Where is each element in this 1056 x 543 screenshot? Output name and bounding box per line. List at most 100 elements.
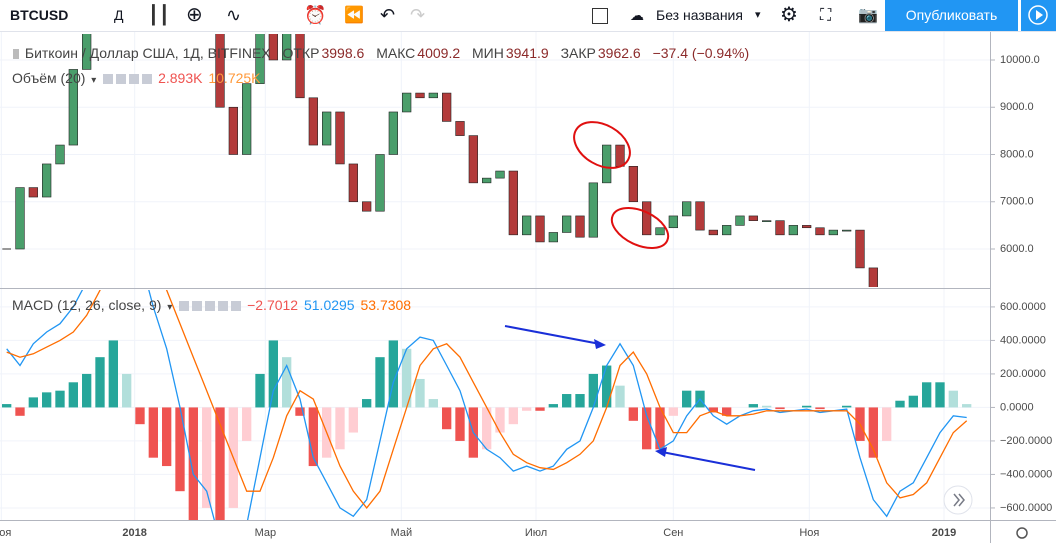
candle (55, 144, 65, 165)
candle (28, 187, 38, 198)
legend-icon[interactable] (192, 301, 203, 312)
indicators-icon[interactable]: ⊕ (186, 4, 203, 26)
annotation-ellipse (610, 207, 670, 249)
compare-icon[interactable]: ∿ (226, 5, 242, 25)
candle (909, 348, 918, 367)
histogram-bar (162, 407, 172, 467)
volume-ma-value: 10.725K (208, 70, 261, 86)
histogram-bar (402, 348, 412, 408)
undo-icon[interactable]: ↶ (380, 5, 396, 25)
scroll-button[interactable] (943, 485, 973, 515)
histogram-bar (295, 407, 305, 416)
candle (668, 215, 678, 229)
open-value: 3998.6 (321, 45, 365, 61)
candle (802, 225, 812, 229)
layout-name[interactable]: Без названия (656, 7, 743, 23)
candle (855, 229, 865, 269)
legend-icon[interactable] (103, 74, 114, 85)
redo-icon: ↷ (410, 5, 426, 25)
histogram-bar (28, 397, 38, 408)
candle (295, 34, 305, 99)
candle (268, 34, 278, 61)
candle (575, 215, 585, 238)
candle (788, 225, 798, 236)
legend-icon[interactable] (129, 74, 140, 85)
legend-icon[interactable] (142, 74, 153, 85)
settings-icon[interactable] (1016, 527, 1028, 539)
histogram-bar (935, 382, 945, 408)
histogram-bar (588, 373, 598, 408)
histogram-bar (442, 407, 452, 430)
candle (748, 215, 758, 221)
candle (255, 34, 265, 84)
histogram-bar (268, 340, 278, 408)
candle (762, 220, 772, 222)
histogram-bar (535, 407, 545, 411)
candle (842, 229, 852, 232)
histogram-bar (122, 373, 132, 408)
candle (722, 225, 732, 236)
histogram-bar (762, 405, 772, 408)
play-icon (1028, 5, 1048, 25)
price-legend: Биткоин / Доллар США, 1Д, BITFINEX ОТКР 3… (12, 45, 751, 61)
candle (615, 144, 625, 167)
histogram-bar (922, 382, 932, 408)
candle (228, 106, 238, 155)
annotation-ellipse (573, 121, 631, 169)
volume-legend: Объём (20) ▾ 2.893K 10.725K (12, 70, 261, 86)
chart-type-icon[interactable]: ┃┃ (148, 5, 170, 25)
candle (402, 92, 412, 113)
candle (282, 34, 292, 61)
histogram-bar (868, 407, 878, 458)
y-tick-label: 7000.0 (1000, 196, 1034, 208)
settings-icon[interactable]: ⚙ (780, 4, 798, 26)
legend-icon[interactable] (218, 301, 229, 312)
x-tick-label: Май (391, 527, 413, 539)
legend-icon[interactable] (116, 74, 127, 85)
candle (708, 229, 718, 236)
histogram-bar (962, 404, 972, 408)
candle (682, 201, 692, 217)
play-button[interactable] (1020, 0, 1056, 31)
alert-icon[interactable]: ⏰ (304, 5, 327, 25)
histogram-bar (415, 378, 425, 408)
x-tick-label: 2019 (932, 527, 956, 539)
candle (42, 163, 52, 198)
histogram-bar (108, 340, 118, 408)
legend-icon[interactable] (179, 301, 190, 312)
candle (375, 154, 385, 212)
candle (642, 201, 652, 236)
histogram-bar (15, 407, 25, 416)
replay-icon[interactable]: ⏪ (344, 7, 364, 24)
histogram-bar (508, 407, 518, 425)
histogram-bar (895, 400, 905, 408)
candle (828, 229, 838, 236)
cloud-icon: ☁ (630, 7, 644, 23)
candle (882, 320, 891, 339)
histogram-bar (748, 404, 758, 408)
fullscreen-icon[interactable]: ⛶ (820, 7, 832, 24)
candle (815, 227, 825, 236)
histogram-bar (215, 407, 225, 520)
histogram-bar (95, 357, 105, 408)
snapshot-icon[interactable]: 📷 (858, 7, 878, 24)
symbol[interactable]: BTCUSD (10, 7, 69, 23)
legend-icon[interactable] (205, 301, 216, 312)
candle (388, 111, 398, 155)
histogram-bar (362, 399, 372, 408)
x-tick-label: Сен (663, 527, 683, 539)
histogram-bar (522, 407, 532, 411)
interval[interactable]: Д (114, 7, 124, 23)
candle (868, 267, 878, 287)
publish-button[interactable]: Опубликовать (885, 0, 1018, 31)
histogram-bar (602, 365, 612, 408)
candle (775, 220, 785, 236)
candle (242, 83, 252, 155)
histogram-bar (482, 407, 492, 450)
candle (415, 92, 425, 99)
dropdown-icon[interactable]: ▾ (755, 9, 761, 21)
legend-icon[interactable] (231, 301, 242, 312)
layout-icon[interactable] (592, 0, 608, 31)
candle (735, 215, 745, 226)
